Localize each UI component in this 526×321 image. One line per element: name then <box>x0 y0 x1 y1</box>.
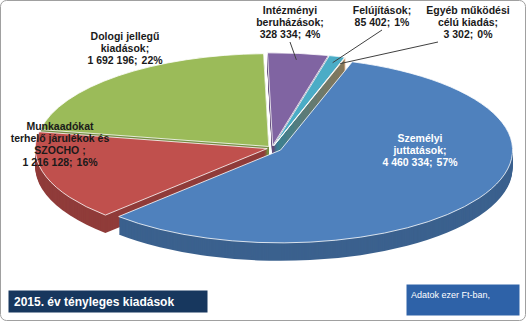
slice-value: 85 402;1% <box>355 16 410 28</box>
category-line: juttatások; <box>392 144 446 156</box>
category-line: beruházások; <box>256 16 324 28</box>
title: 2015. év tényleges kiadások <box>14 295 174 309</box>
category-line: kiadások; <box>101 42 149 54</box>
leader-line <box>333 30 382 63</box>
slice-value: 4 460 334; 57% <box>382 156 458 168</box>
leader-line <box>340 42 438 64</box>
percent-label: 22% <box>142 54 164 66</box>
category-line: Egyéb működési <box>426 4 510 16</box>
percent-label: 57% <box>437 156 459 168</box>
chart: Személyijuttatások;4 460 334; 57% Munkaadó… <box>0 0 526 321</box>
annotation-background <box>406 284 520 316</box>
slice <box>274 57 346 145</box>
slice-category: Intézményiberuházások; <box>256 4 324 28</box>
slice-value: 3 302;0% <box>444 28 494 40</box>
slice-category: Egyéb működésicélú kiadás; <box>426 4 510 28</box>
percent-label: 1% <box>394 16 410 28</box>
title-box: 2015. év tényleges kiadások <box>8 290 208 313</box>
data-label: Dologi jellegűkiadások;1 692 196; 22% <box>87 30 163 66</box>
slice <box>267 53 328 146</box>
pie-side-layer <box>35 54 512 244</box>
data-label: Egyéb működésicélú kiadás;3 302;0% <box>426 4 510 40</box>
data-label: Intézményiberuházások;328 334; 4% <box>256 4 324 40</box>
slice-value: 328 334; 4% <box>260 28 321 40</box>
value-label: 85 402; <box>355 16 391 28</box>
pie <box>35 53 512 261</box>
slice-category: Munkaadókatterhelő járulékok ésSZOCHO ; <box>11 120 110 156</box>
slice <box>35 132 267 215</box>
data-label: Munkaadókatterhelő járulékok ésSZOCHO ;1… <box>11 120 110 168</box>
category-line: terhelő járulékok és <box>11 132 110 144</box>
data-label: Felújítások;85 402;1% <box>353 4 411 28</box>
percent-label: 0% <box>477 28 493 40</box>
title-background <box>8 290 208 313</box>
value-label: 3 302; <box>444 28 474 40</box>
category-line: Felújítások; <box>353 4 411 16</box>
pie-top <box>35 53 512 243</box>
category-line: SZOCHO ; <box>34 144 85 156</box>
slice-category: Személyijuttatások; <box>392 132 446 156</box>
slice-value: 1 692 196; 22% <box>87 54 163 66</box>
percent-label: 4% <box>305 28 321 40</box>
data-label: Személyijuttatások;4 460 334; 57% <box>382 132 458 168</box>
category-line: Munkaadókat <box>26 120 94 132</box>
leader-line <box>290 42 296 60</box>
slice-value: 1 216 128; 16% <box>22 156 98 168</box>
category-line: célú kiadás; <box>438 16 498 28</box>
chart-frame <box>1 1 526 321</box>
value-label: 1 692 196; <box>87 54 137 66</box>
value-label: 1 216 128; <box>22 156 72 168</box>
value-label: 4 460 334; <box>382 156 432 168</box>
value-label: 328 334; <box>260 28 301 40</box>
slice-category: Dologi jellegűkiadások; <box>91 30 160 54</box>
slice-category: Felújítások; <box>353 4 411 16</box>
category-line: Dologi jellegű <box>91 30 160 42</box>
data-labels: Személyijuttatások;4 460 334; 57% Munkaadó… <box>11 4 510 168</box>
category-line: Személyi <box>398 132 443 144</box>
category-line: Intézményi <box>263 4 317 16</box>
annotation-box: Adatok ezer Ft-ban, <box>406 284 520 316</box>
annotation: Adatok ezer Ft-ban, <box>411 290 490 300</box>
percent-label: 16% <box>77 156 99 168</box>
slice <box>274 56 345 146</box>
